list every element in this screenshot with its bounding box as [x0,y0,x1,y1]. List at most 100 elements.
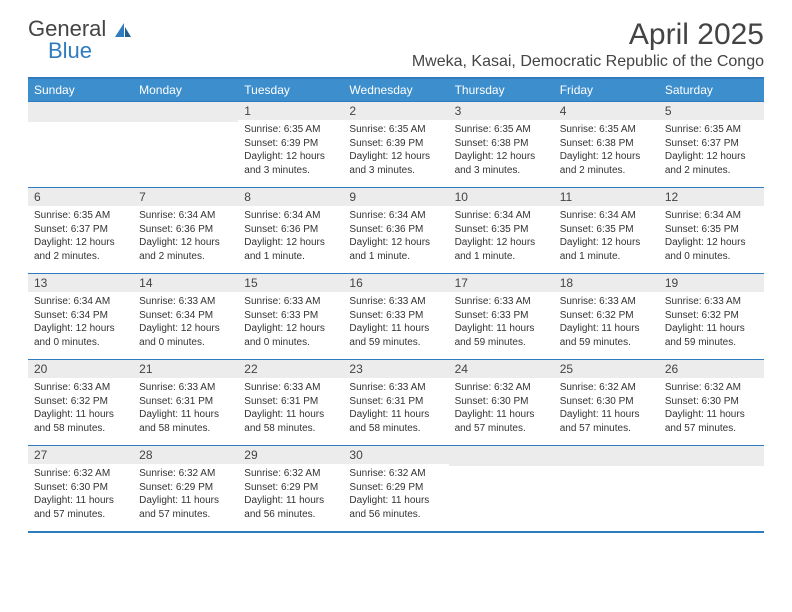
day-number: 26 [659,360,764,378]
calendar-day-cell: 3Sunrise: 6:35 AMSunset: 6:38 PMDaylight… [449,102,554,188]
calendar-day-cell: 18Sunrise: 6:33 AMSunset: 6:32 PMDayligh… [554,274,659,360]
day-number: 23 [343,360,448,378]
day-info: Sunrise: 6:33 AMSunset: 6:33 PMDaylight:… [343,292,448,359]
day-info: Sunrise: 6:34 AMSunset: 6:36 PMDaylight:… [238,206,343,273]
calendar-day-cell: 11Sunrise: 6:34 AMSunset: 6:35 PMDayligh… [554,188,659,274]
calendar-day-cell: 21Sunrise: 6:33 AMSunset: 6:31 PMDayligh… [133,360,238,446]
day-number: 4 [554,102,659,120]
calendar-day-cell: 27Sunrise: 6:32 AMSunset: 6:30 PMDayligh… [28,446,133,533]
header: General Blue April 2025 Mweka, Kasai, De… [28,18,764,71]
day-number: 10 [449,188,554,206]
day-info: Sunrise: 6:33 AMSunset: 6:32 PMDaylight:… [28,378,133,445]
calendar-day-cell: 12Sunrise: 6:34 AMSunset: 6:35 PMDayligh… [659,188,764,274]
day-info: Sunrise: 6:34 AMSunset: 6:35 PMDaylight:… [659,206,764,273]
day-info: Sunrise: 6:32 AMSunset: 6:30 PMDaylight:… [449,378,554,445]
calendar-week-row: 6Sunrise: 6:35 AMSunset: 6:37 PMDaylight… [28,188,764,274]
day-info: Sunrise: 6:34 AMSunset: 6:34 PMDaylight:… [28,292,133,359]
day-info: Sunrise: 6:32 AMSunset: 6:30 PMDaylight:… [659,378,764,445]
day-info: Sunrise: 6:35 AMSunset: 6:37 PMDaylight:… [659,120,764,187]
day-info: Sunrise: 6:32 AMSunset: 6:29 PMDaylight:… [238,464,343,531]
day-number: 3 [449,102,554,120]
weekday-header: Friday [554,78,659,102]
location: Mweka, Kasai, Democratic Republic of the… [412,53,764,71]
calendar-week-row: 1Sunrise: 6:35 AMSunset: 6:39 PMDaylight… [28,102,764,188]
day-number: 21 [133,360,238,378]
weekday-header: Sunday [28,78,133,102]
day-number: 14 [133,274,238,292]
day-info: Sunrise: 6:33 AMSunset: 6:34 PMDaylight:… [133,292,238,359]
calendar-day-cell: 24Sunrise: 6:32 AMSunset: 6:30 PMDayligh… [449,360,554,446]
calendar-day-cell: 19Sunrise: 6:33 AMSunset: 6:32 PMDayligh… [659,274,764,360]
calendar-day-cell: 4Sunrise: 6:35 AMSunset: 6:38 PMDaylight… [554,102,659,188]
calendar-day-cell: 28Sunrise: 6:32 AMSunset: 6:29 PMDayligh… [133,446,238,533]
day-number: 13 [28,274,133,292]
day-info: Sunrise: 6:35 AMSunset: 6:38 PMDaylight:… [554,120,659,187]
weekday-header: Monday [133,78,238,102]
day-info: Sunrise: 6:34 AMSunset: 6:36 PMDaylight:… [133,206,238,273]
weekday-header: Tuesday [238,78,343,102]
calendar-day-cell: 6Sunrise: 6:35 AMSunset: 6:37 PMDaylight… [28,188,133,274]
day-info: Sunrise: 6:32 AMSunset: 6:29 PMDaylight:… [133,464,238,531]
calendar-week-row: 13Sunrise: 6:34 AMSunset: 6:34 PMDayligh… [28,274,764,360]
calendar-day-cell: 14Sunrise: 6:33 AMSunset: 6:34 PMDayligh… [133,274,238,360]
day-number: 27 [28,446,133,464]
day-number: 1 [238,102,343,120]
day-info: Sunrise: 6:34 AMSunset: 6:36 PMDaylight:… [343,206,448,273]
day-number: 5 [659,102,764,120]
calendar-day-cell: 17Sunrise: 6:33 AMSunset: 6:33 PMDayligh… [449,274,554,360]
day-number: 2 [343,102,448,120]
day-info: Sunrise: 6:33 AMSunset: 6:32 PMDaylight:… [554,292,659,359]
logo: General Blue [28,18,132,62]
calendar-empty-cell [659,446,764,533]
day-info: Sunrise: 6:33 AMSunset: 6:32 PMDaylight:… [659,292,764,359]
day-number: 12 [659,188,764,206]
calendar-day-cell: 26Sunrise: 6:32 AMSunset: 6:30 PMDayligh… [659,360,764,446]
day-info: Sunrise: 6:33 AMSunset: 6:31 PMDaylight:… [343,378,448,445]
weekday-header: Wednesday [343,78,448,102]
calendar-day-cell: 20Sunrise: 6:33 AMSunset: 6:32 PMDayligh… [28,360,133,446]
calendar-day-cell: 9Sunrise: 6:34 AMSunset: 6:36 PMDaylight… [343,188,448,274]
calendar-day-cell: 8Sunrise: 6:34 AMSunset: 6:36 PMDaylight… [238,188,343,274]
day-info: Sunrise: 6:33 AMSunset: 6:33 PMDaylight:… [238,292,343,359]
calendar-header-row: SundayMondayTuesdayWednesdayThursdayFrid… [28,78,764,102]
calendar-day-cell: 23Sunrise: 6:33 AMSunset: 6:31 PMDayligh… [343,360,448,446]
day-info: Sunrise: 6:32 AMSunset: 6:29 PMDaylight:… [343,464,448,531]
day-number: 20 [28,360,133,378]
weekday-header: Thursday [449,78,554,102]
calendar-day-cell: 22Sunrise: 6:33 AMSunset: 6:31 PMDayligh… [238,360,343,446]
day-number: 22 [238,360,343,378]
logo-sail-icon [114,22,132,38]
day-number: 15 [238,274,343,292]
day-info: Sunrise: 6:32 AMSunset: 6:30 PMDaylight:… [554,378,659,445]
day-number: 11 [554,188,659,206]
calendar-empty-cell [133,102,238,188]
day-number: 18 [554,274,659,292]
calendar-week-row: 20Sunrise: 6:33 AMSunset: 6:32 PMDayligh… [28,360,764,446]
day-info: Sunrise: 6:35 AMSunset: 6:39 PMDaylight:… [343,120,448,187]
day-info: Sunrise: 6:35 AMSunset: 6:39 PMDaylight:… [238,120,343,187]
day-number: 28 [133,446,238,464]
calendar-empty-cell [554,446,659,533]
day-number: 7 [133,188,238,206]
day-number: 16 [343,274,448,292]
calendar-table: SundayMondayTuesdayWednesdayThursdayFrid… [28,77,764,533]
calendar-day-cell: 5Sunrise: 6:35 AMSunset: 6:37 PMDaylight… [659,102,764,188]
calendar-day-cell: 13Sunrise: 6:34 AMSunset: 6:34 PMDayligh… [28,274,133,360]
day-info: Sunrise: 6:33 AMSunset: 6:33 PMDaylight:… [449,292,554,359]
day-info: Sunrise: 6:34 AMSunset: 6:35 PMDaylight:… [554,206,659,273]
month-title: April 2025 [412,18,764,51]
calendar-week-row: 27Sunrise: 6:32 AMSunset: 6:30 PMDayligh… [28,446,764,533]
weekday-header: Saturday [659,78,764,102]
calendar-day-cell: 7Sunrise: 6:34 AMSunset: 6:36 PMDaylight… [133,188,238,274]
logo-text-2: Blue [28,40,92,62]
day-info: Sunrise: 6:34 AMSunset: 6:35 PMDaylight:… [449,206,554,273]
day-info: Sunrise: 6:33 AMSunset: 6:31 PMDaylight:… [238,378,343,445]
calendar-day-cell: 2Sunrise: 6:35 AMSunset: 6:39 PMDaylight… [343,102,448,188]
day-number: 8 [238,188,343,206]
day-info: Sunrise: 6:33 AMSunset: 6:31 PMDaylight:… [133,378,238,445]
calendar-day-cell: 10Sunrise: 6:34 AMSunset: 6:35 PMDayligh… [449,188,554,274]
day-number: 25 [554,360,659,378]
day-info: Sunrise: 6:35 AMSunset: 6:38 PMDaylight:… [449,120,554,187]
day-number: 6 [28,188,133,206]
calendar-day-cell: 25Sunrise: 6:32 AMSunset: 6:30 PMDayligh… [554,360,659,446]
